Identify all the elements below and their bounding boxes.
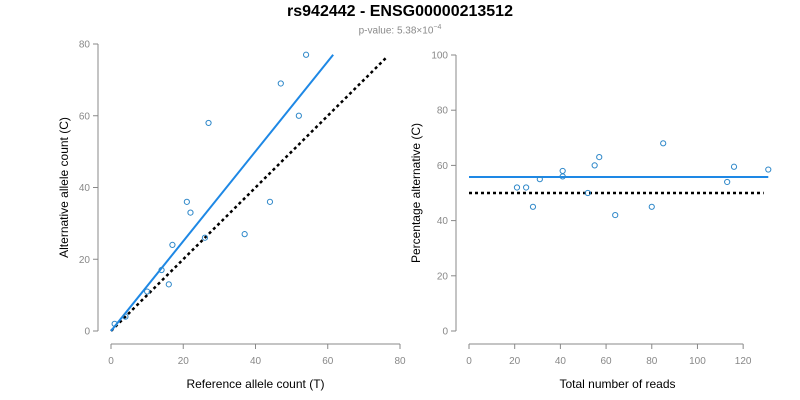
data-point — [513, 184, 521, 191]
x-tick-label: 60 — [322, 356, 334, 367]
data-point — [591, 162, 598, 169]
y-axis-title: Alternative allele count (C) — [57, 117, 71, 258]
data-point — [596, 154, 603, 161]
y-tick-label: 80 — [437, 106, 449, 117]
x-tick-label: 80 — [394, 356, 406, 367]
data-point — [730, 163, 738, 170]
allele-count-plot: 0 20 40 60 80 0 20 40 60 80 Reference allele count… — [57, 40, 406, 392]
y-tick-label: 20 — [79, 255, 91, 266]
x-tick-label: 40 — [250, 356, 262, 367]
data-point — [205, 119, 212, 127]
y-axis-title: Percentage alternative (C) — [409, 123, 423, 263]
data-point — [302, 51, 310, 58]
x-tick-label: 100 — [689, 356, 706, 367]
data-point — [187, 209, 194, 216]
data-point — [724, 178, 731, 186]
data-point — [660, 140, 667, 147]
data-point — [529, 203, 537, 210]
data-point — [765, 166, 772, 173]
y-tick-label: 0 — [442, 327, 448, 338]
x-tick-label: 60 — [601, 356, 613, 367]
y-tick-label: 80 — [79, 40, 91, 51]
data-point — [523, 184, 530, 191]
y-tick-label: 60 — [79, 111, 91, 122]
data-point — [165, 281, 172, 288]
data-point — [277, 80, 284, 87]
y-tick-label: 40 — [79, 183, 91, 194]
data-point — [648, 203, 655, 210]
data-point — [536, 176, 543, 183]
y-tick-label: 40 — [437, 216, 449, 227]
chart-title: rs942442 - ENSG00000213512 — [287, 3, 513, 20]
data-point — [122, 313, 129, 320]
x-tick-label: 0 — [466, 356, 472, 367]
chart-subtitle: p-value: 5.38×10−4 — [0, 24, 800, 36]
data-point — [559, 167, 566, 175]
data-point — [183, 198, 190, 205]
y-tick-label: 0 — [84, 327, 90, 338]
data-point — [241, 231, 248, 238]
p-value-exponent: −4 — [433, 24, 442, 31]
x-tick-label: 120 — [735, 356, 752, 367]
x-axis-title: Reference allele count (T) — [186, 377, 324, 391]
x-tick-label: 20 — [509, 356, 521, 367]
p-value-text: p-value: 5.38×10 — [358, 25, 434, 37]
data-point — [584, 189, 591, 197]
x-tick-label: 0 — [108, 356, 114, 367]
x-tick-label: 20 — [178, 356, 190, 367]
data-point — [266, 198, 274, 205]
data-point — [111, 320, 118, 327]
percentage-alternative-plot: 0 20 40 60 80 100 0 20 40 60 80 100 120 Total number … — [409, 51, 772, 391]
x-axis-title: Total number of reads — [559, 377, 675, 391]
data-point — [144, 288, 151, 295]
data-point — [295, 112, 302, 119]
x-tick-label: 40 — [555, 356, 567, 367]
y-tick-label: 20 — [437, 271, 449, 282]
data-point — [158, 266, 165, 274]
x-tick-label: 80 — [646, 356, 658, 367]
fit-line — [110, 54, 334, 332]
data-point — [201, 234, 209, 241]
data-point — [169, 241, 176, 248]
y-tick-label: 60 — [437, 161, 449, 172]
y-tick-label: 100 — [431, 51, 448, 62]
reference-line — [110, 55, 389, 332]
data-point — [612, 211, 619, 219]
